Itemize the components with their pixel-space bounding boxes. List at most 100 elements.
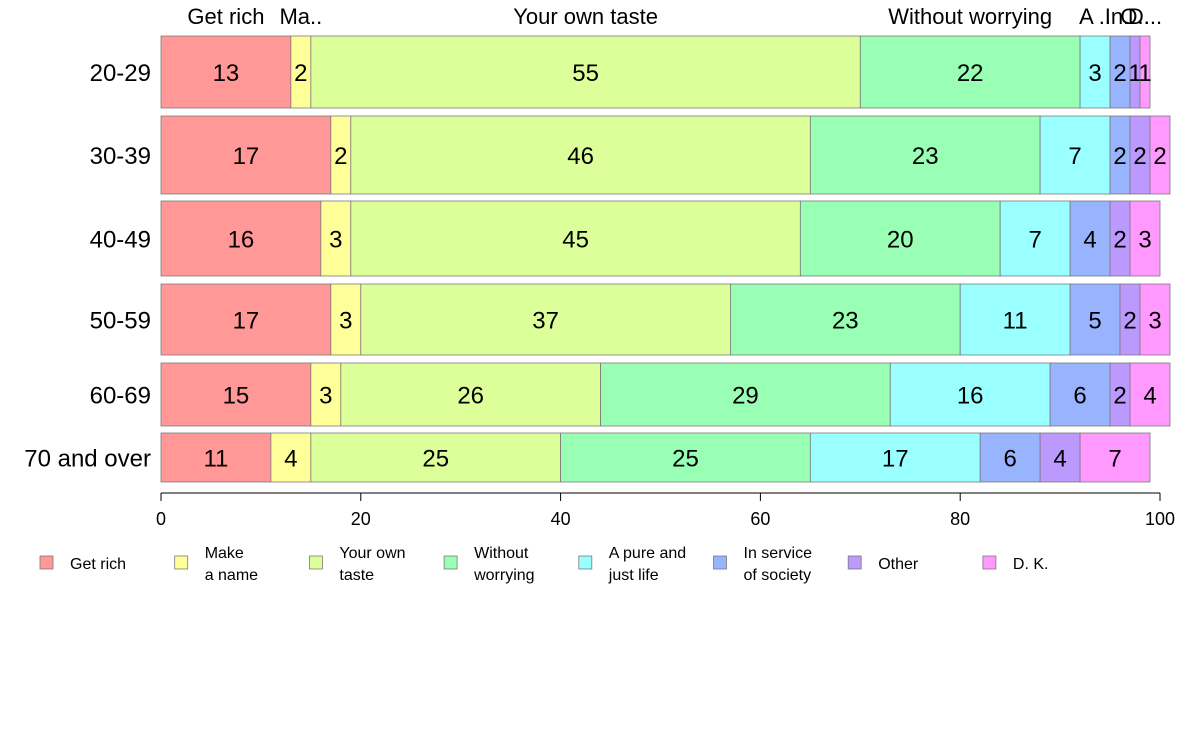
bar-value-label: 6: [1003, 446, 1016, 473]
series-top-label: Without worrying: [888, 4, 1052, 29]
legend-label: Make: [205, 545, 244, 562]
bar-segment: [160, 115, 332, 195]
legend-label: A pure and: [609, 545, 686, 562]
bar-row: 17 2 46 23 7 2 2 2: [160, 115, 1171, 195]
bar-value-label: 15: [223, 383, 250, 410]
bar-value-label: 13: [213, 60, 240, 87]
series-top-label: Your own taste: [513, 4, 658, 29]
series-top-label: In..: [1105, 4, 1136, 29]
bar-value-label: 4: [1053, 446, 1066, 473]
legend-label: of society: [744, 567, 812, 584]
bar-segment: [160, 283, 332, 356]
legend-label: taste: [339, 567, 374, 584]
bar-segment: [1039, 432, 1081, 483]
bar-segment: [809, 115, 1041, 195]
legend-item: A pure and just life: [578, 545, 686, 584]
series-top-label: A ..: [1079, 4, 1111, 29]
bar-segment: [1139, 283, 1171, 356]
bar-value-label: 26: [457, 383, 484, 410]
bar-value-label: 3: [329, 227, 342, 254]
bar-row: 11 4 25 25 17 6 4 7: [160, 432, 1151, 483]
bar-value-label: 17: [233, 143, 260, 170]
bar-value-label: 2: [294, 60, 307, 87]
legend: Get rich Make a name Your own taste Without wo…: [39, 545, 1049, 584]
bar-value-label: 45: [562, 227, 589, 254]
series-top-label: Get rich: [187, 4, 264, 29]
bar-segment: [1129, 362, 1171, 427]
bar-segment: [310, 35, 861, 109]
bar-value-label: 2: [1113, 383, 1126, 410]
bar-segment: [730, 283, 961, 356]
legend-item: In service of society: [713, 545, 812, 584]
bar-value-label: 7: [1068, 143, 1081, 170]
legend-label: just life: [608, 567, 659, 584]
y-tick-label: 70 and over: [24, 446, 151, 473]
bar-segment: [799, 200, 1001, 277]
bar-value-label: 16: [957, 383, 984, 410]
bar-value-label: 4: [284, 446, 297, 473]
y-tick-label: 40-49: [90, 227, 151, 254]
y-tick-label: 50-59: [90, 308, 151, 335]
bar-segment: [350, 200, 801, 277]
x-tick-label: 100: [1145, 509, 1175, 529]
x-axis: 0 20 40 60 80 100: [156, 492, 1175, 529]
legend-label: worrying: [473, 567, 534, 584]
bar-value-label: 3: [1138, 227, 1151, 254]
bar-value-label: 55: [572, 60, 599, 87]
bar-segment: [310, 432, 562, 483]
y-tick-label: 20-29: [90, 60, 151, 87]
bar-segment: [1149, 115, 1171, 195]
bar-row: 17 3 37 23 11 5 2 3: [160, 283, 1171, 356]
bar-value-label: 22: [957, 60, 984, 87]
bar-value-label: 7: [1028, 227, 1041, 254]
bar-value-label: 2: [1113, 227, 1126, 254]
bar-row: 13 2 55 22 3 2 11: [160, 35, 1152, 109]
bar-segment: [160, 362, 312, 427]
legend-label: Your own: [339, 545, 405, 562]
bar-value-label: 5: [1088, 308, 1101, 335]
bar-value-label: 29: [732, 383, 759, 410]
legend-label: D. K.: [1013, 556, 1049, 573]
bar-segment: [330, 283, 362, 356]
bar-segment: [1079, 432, 1151, 483]
bar-segment: [160, 432, 272, 483]
bar-value-label: 4: [1083, 227, 1096, 254]
bar-row: 15 3 26 29 16 6 2 4: [160, 362, 1171, 427]
bar-value-label: 11: [1003, 308, 1028, 335]
bar-value-label: 17: [233, 308, 260, 335]
series-top-label: Ma..: [279, 4, 322, 29]
legend-item: Get rich: [39, 555, 126, 573]
bar-segment: [350, 115, 811, 195]
bar-value-label: 1: [1138, 60, 1151, 87]
bar-value-label: 4: [1143, 383, 1156, 410]
bar-value-label: 20: [887, 227, 914, 254]
bar-segment: [310, 362, 342, 427]
bar-value-label: 25: [422, 446, 449, 473]
bar-segment: [979, 432, 1041, 483]
bar-value-label: 2: [1123, 308, 1136, 335]
bar-value-label: 25: [672, 446, 699, 473]
y-tick-label: 30-39: [90, 143, 151, 170]
bar-row: 16 3 45 20 7 4 2 3: [160, 200, 1161, 277]
bar-value-label: 23: [832, 308, 859, 335]
x-tick-label: 20: [351, 509, 371, 529]
legend-swatch: [578, 555, 593, 570]
bar-value-label: 17: [882, 446, 909, 473]
bar-value-label: 3: [1148, 308, 1161, 335]
bar-segment: [270, 432, 312, 483]
bar-segment: [560, 432, 811, 483]
bar-value-label: 1: [1128, 60, 1141, 87]
bar-value-label: 2: [334, 143, 347, 170]
bar-segment: [859, 35, 1081, 109]
bar-segment: [1139, 35, 1151, 109]
bar-value-label: 23: [912, 143, 939, 170]
bar-segment: [1039, 115, 1111, 195]
legend-item: Make a name: [174, 545, 258, 584]
bar-segment: [1129, 200, 1161, 277]
legend-swatch: [982, 555, 997, 570]
bar-value-label: 2: [1113, 60, 1126, 87]
bar-segment: [959, 283, 1071, 356]
bar-value-label: 3: [1088, 60, 1101, 87]
x-tick-label: 60: [750, 509, 770, 529]
